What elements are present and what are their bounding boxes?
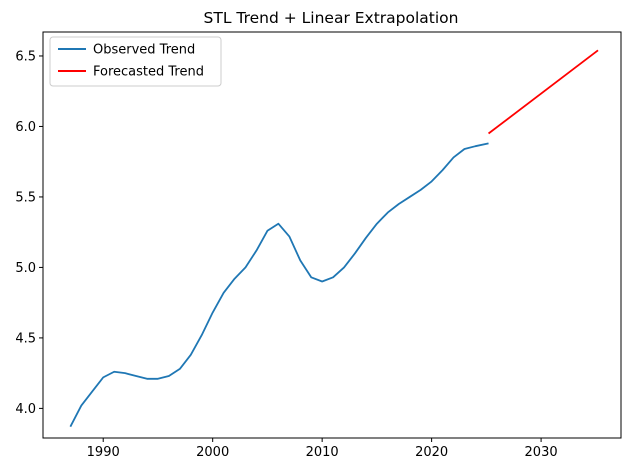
y-tick-label: 4.5: [15, 331, 36, 346]
plot-frame: [42, 31, 622, 439]
y-tick-label: 5.0: [15, 261, 36, 276]
x-tick-label: 2030: [525, 445, 558, 460]
legend-label-observed: Observed Trend: [93, 43, 195, 58]
chart-title: STL Trend + Linear Extrapolation: [204, 9, 459, 27]
series-layer: [69, 49, 599, 428]
y-tick-label: 6.5: [15, 49, 36, 64]
y-tick-label: 4.0: [15, 402, 36, 417]
y-tick-label: 6.0: [15, 120, 36, 135]
y-axis: 4.0 4.5 5.0 5.5 6.0 6.5: [15, 49, 43, 417]
x-tick-label: 1990: [87, 445, 120, 460]
series-line-observed-trend: [69, 142, 489, 428]
series-line-forecasted-trend: [487, 49, 599, 135]
x-tick-label: 2000: [196, 445, 229, 460]
x-tick-label: 2020: [415, 445, 448, 460]
y-tick-label: 5.5: [15, 190, 36, 205]
x-tick-label: 2010: [306, 445, 339, 460]
legend-label-forecasted: Forecasted Trend: [93, 65, 204, 80]
legend: Observed Trend Forecasted Trend: [49, 36, 222, 87]
x-axis: 1990 2000 2010 2020 2030: [87, 438, 558, 460]
legend-frame: [49, 36, 222, 87]
